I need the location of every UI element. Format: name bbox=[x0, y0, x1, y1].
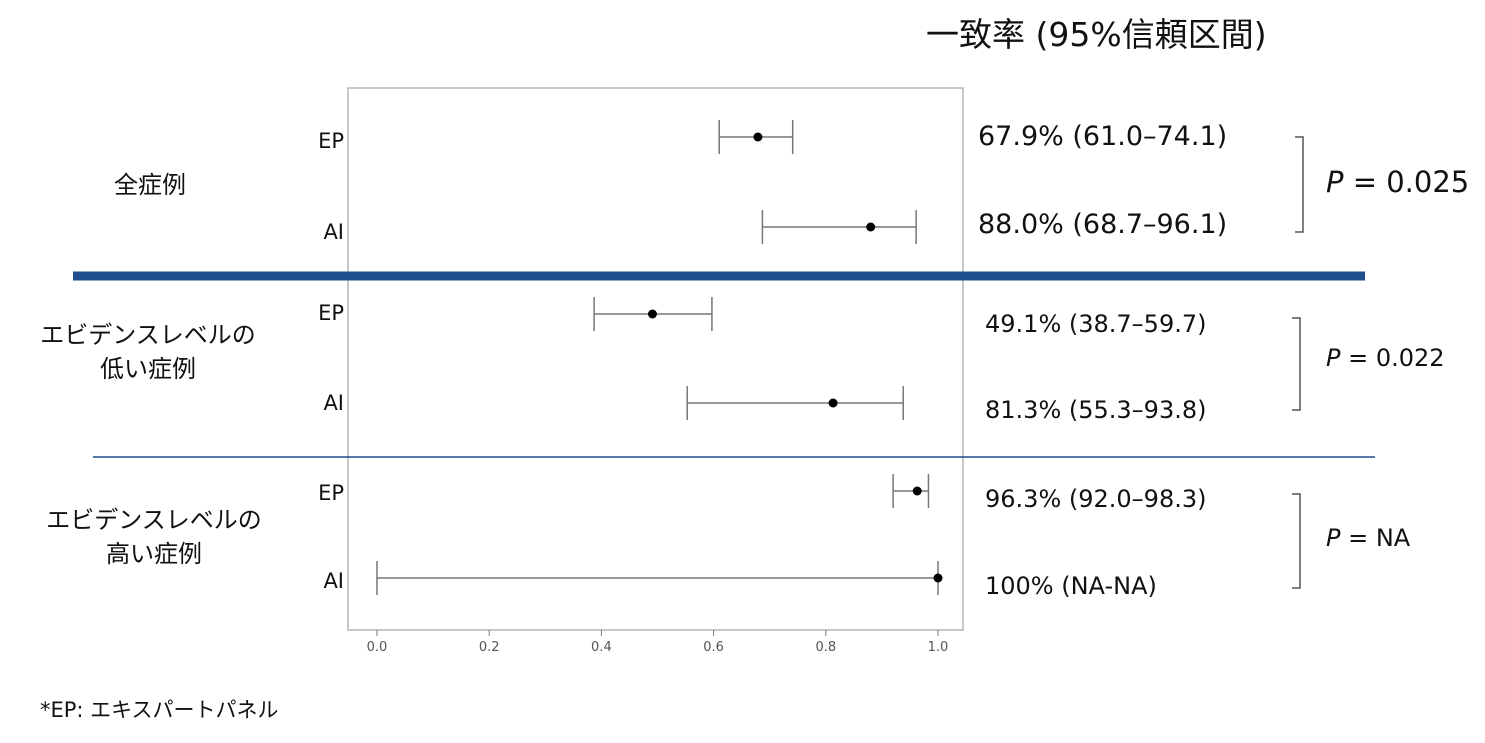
estimate-point bbox=[647, 309, 657, 319]
x-tick-label: 0.0 bbox=[367, 640, 388, 655]
group-label-all: 全症例 bbox=[100, 168, 200, 202]
p-symbol-high: P bbox=[1326, 524, 1341, 552]
bracket-low bbox=[1292, 317, 1301, 411]
p-value-all: P = 0.025 bbox=[1326, 165, 1469, 199]
row-label-high-ep: EP bbox=[318, 481, 344, 505]
row-label-all-ai: AI bbox=[323, 220, 344, 244]
p-symbol-all: P bbox=[1326, 165, 1344, 199]
group-label-high-line1: エビデンスレベルの bbox=[46, 506, 262, 534]
x-tick-label: 0.2 bbox=[479, 640, 500, 655]
group-label-low-evidence: エビデンスレベルの 低い症例 bbox=[12, 318, 284, 386]
group-label-high-evidence: エビデンスレベルの 高い症例 bbox=[18, 503, 290, 571]
ci-text-all-ai: 88.0% (68.7–96.1) bbox=[978, 209, 1228, 240]
row-label-all-ep: EP bbox=[318, 129, 344, 153]
x-tick-label: 0.6 bbox=[703, 640, 724, 655]
chart-header: 一致率 (95%信頼区間) bbox=[926, 15, 1267, 54]
bracket-high bbox=[1292, 493, 1301, 589]
row-label-low-ai: AI bbox=[323, 391, 344, 415]
x-tick-label: 0.4 bbox=[591, 640, 612, 655]
p-value-all-text: = 0.025 bbox=[1343, 165, 1470, 199]
estimate-point bbox=[753, 132, 763, 142]
estimate-point bbox=[933, 573, 943, 583]
group-label-low-line2: 低い症例 bbox=[100, 355, 196, 383]
p-symbol-low: P bbox=[1326, 344, 1341, 372]
plot-frame bbox=[347, 87, 964, 631]
estimate-point bbox=[912, 486, 922, 496]
ci-text-all-ep: 67.9% (61.0–74.1) bbox=[978, 121, 1228, 152]
estimate-point bbox=[828, 398, 838, 408]
p-value-low: P = 0.022 bbox=[1326, 344, 1445, 372]
p-value-high-text: = NA bbox=[1340, 524, 1411, 552]
row-label-low-ep: EP bbox=[318, 301, 344, 325]
x-tick-label: 1.0 bbox=[928, 640, 949, 655]
footnote: *EP: エキスパートパネル bbox=[40, 698, 279, 722]
group-label-high-line2: 高い症例 bbox=[106, 540, 202, 568]
ci-text-low-ai: 81.3% (55.3–93.8) bbox=[985, 396, 1207, 424]
p-value-low-text: = 0.022 bbox=[1340, 344, 1445, 372]
bracket-all bbox=[1295, 136, 1304, 233]
row-label-high-ai: AI bbox=[323, 569, 344, 593]
estimate-point bbox=[866, 222, 876, 232]
p-value-high: P = NA bbox=[1326, 524, 1410, 552]
ci-text-high-ep: 96.3% (92.0–98.3) bbox=[985, 485, 1207, 513]
group-label-all-line1: 全症例 bbox=[114, 171, 186, 199]
x-axis: 0.0 0.2 0.4 0.6 0.8 1.0 bbox=[367, 630, 949, 655]
forest-marks bbox=[376, 120, 943, 595]
ci-text-high-ai: 100% (NA-NA) bbox=[985, 572, 1157, 600]
x-tick-label: 0.8 bbox=[815, 640, 836, 655]
ci-text-low-ep: 49.1% (38.7–59.7) bbox=[985, 310, 1207, 338]
group-label-low-line1: エビデンスレベルの bbox=[40, 321, 256, 349]
